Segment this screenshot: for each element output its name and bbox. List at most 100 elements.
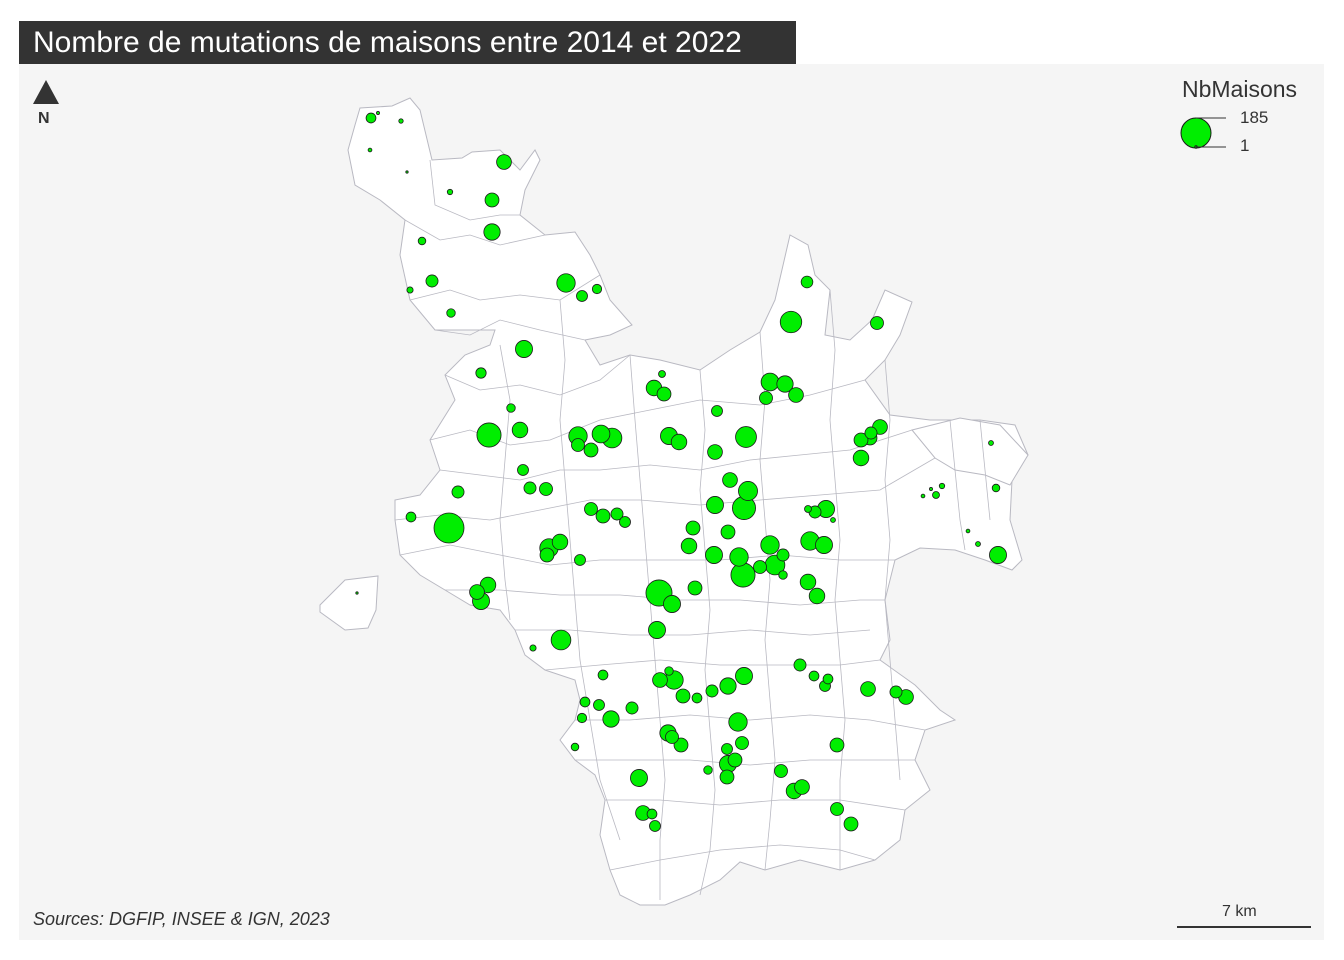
legend-min-label: 1: [1240, 136, 1250, 155]
commune-boundary: [759, 331, 776, 871]
commune-boundary: [394, 457, 936, 521]
commune-circle: [711, 405, 723, 417]
north-label: N: [38, 110, 50, 127]
commune-boundary: [445, 589, 885, 606]
commune-circle: [476, 422, 502, 448]
commune-circle: [591, 283, 603, 295]
commune-circle: [852, 449, 870, 467]
commune-circle: [652, 672, 668, 688]
commune-circle: [376, 111, 380, 115]
commune-circle: [929, 487, 933, 491]
commune-circle: [591, 424, 611, 444]
commune-circle: [665, 730, 679, 744]
commune-circle: [727, 752, 743, 768]
commune-circle: [570, 742, 580, 752]
commune-circle: [778, 570, 788, 580]
commune-circle: [576, 712, 588, 724]
commune-boundary: [544, 659, 881, 671]
commune-circle: [602, 710, 620, 728]
commune-circle: [793, 658, 807, 672]
commune-circle: [719, 677, 737, 695]
commune-circle: [425, 274, 439, 288]
commune-circle: [571, 438, 585, 452]
commune-boundary: [559, 299, 621, 841]
commune-circle: [593, 699, 605, 711]
commune-circle: [705, 546, 723, 564]
territory-main: [347, 97, 1029, 906]
commune-circle: [799, 573, 817, 591]
commune-circle: [469, 584, 485, 600]
commune-circle: [551, 533, 569, 551]
proportional-circles: [355, 111, 1007, 832]
commune-circle: [550, 629, 572, 651]
commune-circle: [864, 426, 878, 440]
commune-circle: [646, 808, 658, 820]
commune-circle: [484, 192, 500, 208]
commune-circle: [779, 310, 803, 334]
commune-circle: [685, 520, 701, 536]
commune-circle: [735, 736, 749, 750]
commune-boundary: [575, 714, 926, 731]
commune-circle: [680, 537, 698, 555]
commune-circle: [511, 421, 529, 439]
commune-circle: [656, 386, 672, 402]
commune-boundary: [444, 354, 631, 396]
commune-circle: [517, 464, 529, 476]
commune-circle: [584, 502, 598, 516]
commune-circle: [932, 491, 940, 499]
commune-circle: [496, 154, 512, 170]
commune-circle: [475, 367, 487, 379]
commune-circle: [706, 496, 724, 514]
commune-circle: [920, 493, 926, 499]
commune-boundary: [949, 419, 966, 551]
commune-circle: [753, 560, 767, 574]
commune-circle: [988, 440, 994, 446]
commune-circle: [860, 681, 876, 697]
commune-circle: [721, 743, 733, 755]
commune-circle: [405, 170, 409, 174]
commune-circle: [728, 712, 748, 732]
legend-circle-max: [1180, 117, 1212, 149]
commune-circle: [829, 737, 845, 753]
commune-circle: [597, 669, 609, 681]
commune-circle: [808, 670, 820, 682]
commune-circle: [830, 802, 844, 816]
commune-circle: [446, 188, 454, 196]
commune-circle: [355, 591, 359, 595]
commune-circle: [687, 580, 703, 596]
commune-circle: [830, 517, 836, 523]
commune-circle: [759, 391, 773, 405]
commune-circle: [804, 505, 812, 513]
commune-circle: [800, 275, 814, 289]
commune-circle: [433, 512, 465, 544]
commune-circle: [539, 482, 553, 496]
commune-boundary: [884, 359, 901, 781]
commune-boundary: [575, 759, 915, 766]
commune-circle: [788, 387, 804, 403]
commune-circle: [889, 685, 903, 699]
commune-boundary: [699, 369, 716, 896]
commune-circle: [523, 481, 537, 495]
commune-circle: [975, 541, 981, 547]
territory-exclave-east: [911, 417, 1029, 486]
commune-circle: [691, 692, 703, 704]
territory-exclave-west: [319, 575, 379, 631]
commune-circle: [574, 554, 586, 566]
commune-boundary: [434, 319, 586, 341]
commune-circle: [483, 223, 501, 241]
commune-circle: [630, 769, 648, 787]
commune-circle: [843, 816, 859, 832]
commune-circle: [853, 432, 869, 448]
commune-circle: [776, 548, 790, 562]
commune-circle: [583, 442, 599, 458]
commune-circle: [776, 375, 794, 393]
commune-boundary: [404, 219, 546, 246]
commune-circle: [446, 308, 456, 318]
map-title: Nombre de mutations de maisons entre 201…: [19, 21, 796, 64]
commune-boundary: [499, 344, 511, 621]
commune-circle: [539, 547, 555, 563]
commune-circle: [670, 433, 688, 451]
commune-circle: [675, 688, 691, 704]
commune-circle: [720, 524, 736, 540]
commune-circle: [989, 546, 1007, 564]
